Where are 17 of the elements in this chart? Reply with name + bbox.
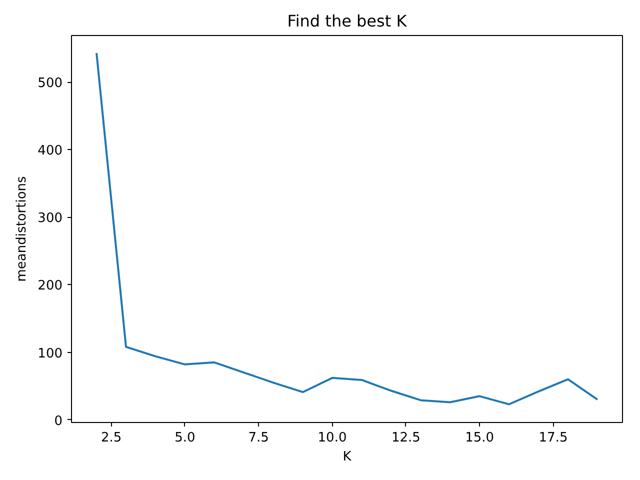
x-tick-label: 15.0 [465, 430, 494, 446]
x-tick-label: 7.5 [248, 430, 269, 446]
x-tick-label: 10.0 [318, 430, 347, 446]
y-tick-label: 0 [54, 414, 63, 429]
x-tick-label: 2.5 [100, 430, 122, 446]
y-tick-label: 200 [38, 278, 63, 294]
y-tick-label: 100 [38, 346, 63, 362]
x-axis-title: K [342, 450, 352, 464]
line-series [96, 52, 598, 406]
chart-title: Find the best K [287, 12, 408, 30]
y-axis-title: meandistortions [14, 176, 30, 282]
x-tick-label: 5.0 [174, 430, 196, 446]
x-tick-label: 17.5 [538, 430, 568, 446]
y-tick-label: 300 [38, 211, 63, 226]
x-tick-label: 12.5 [391, 430, 420, 446]
y-tick-label: 400 [38, 144, 63, 159]
y-tick-label: 500 [38, 76, 63, 92]
